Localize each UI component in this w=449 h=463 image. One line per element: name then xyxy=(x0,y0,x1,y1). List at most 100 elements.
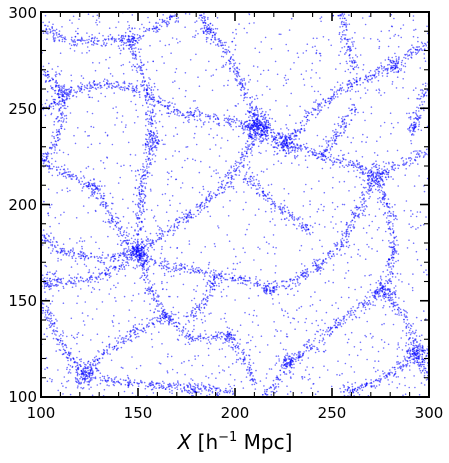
scatter-point xyxy=(246,155,249,158)
scatter-point xyxy=(55,166,58,168)
scatter-point xyxy=(391,206,394,208)
scatter-point xyxy=(316,270,319,272)
scatter-point xyxy=(84,370,87,372)
scatter-point xyxy=(410,52,413,55)
scatter-point xyxy=(139,96,141,98)
scatter-point xyxy=(58,173,61,175)
scatter-point xyxy=(181,216,184,219)
scatter-point xyxy=(373,162,375,165)
scatter-point xyxy=(362,170,364,173)
scatter-point xyxy=(88,90,90,92)
scatter-point xyxy=(314,262,317,264)
scatter-point xyxy=(393,169,396,172)
scatter-point xyxy=(121,34,123,37)
scatter-point xyxy=(88,81,91,83)
scatter-point xyxy=(423,44,425,47)
scatter-point xyxy=(197,383,199,385)
scatter-point xyxy=(285,287,288,290)
scatter-point xyxy=(297,129,299,131)
scatter-point xyxy=(370,386,373,388)
scatter-point xyxy=(170,110,173,113)
scatter-point xyxy=(123,342,126,345)
scatter-point xyxy=(364,295,367,298)
scatter-point xyxy=(339,319,341,321)
scatter-point xyxy=(369,176,372,178)
scatter-point xyxy=(296,275,299,277)
scatter-point xyxy=(54,103,57,106)
scatter-point xyxy=(367,171,370,173)
scatter-point xyxy=(147,99,149,102)
scatter-point xyxy=(234,69,236,71)
scatter-point xyxy=(139,329,141,332)
scatter-point xyxy=(154,139,157,142)
scatter-point xyxy=(239,157,242,159)
scatter-point xyxy=(285,142,288,144)
scatter-point xyxy=(127,246,130,248)
scatter-point xyxy=(196,206,199,208)
scatter-point xyxy=(118,235,120,238)
scatter-point xyxy=(376,185,379,188)
scatter-point xyxy=(103,352,105,354)
scatter-point xyxy=(248,129,250,132)
scatter-point xyxy=(119,232,122,235)
scatter-point xyxy=(390,293,392,296)
scatter-point xyxy=(77,364,79,366)
scatter-point xyxy=(143,261,145,263)
scatter-point xyxy=(397,253,400,255)
scatter-point xyxy=(372,172,375,175)
scatter-point xyxy=(407,58,410,60)
scatter-point xyxy=(356,169,359,172)
scatter-point xyxy=(391,56,394,59)
scatter-point xyxy=(274,141,276,143)
scatter-point xyxy=(69,368,71,371)
scatter-point xyxy=(394,368,396,371)
scatter-point xyxy=(294,156,296,158)
scatter-point xyxy=(367,75,370,78)
scatter-point xyxy=(116,349,118,351)
scatter-point xyxy=(361,389,364,392)
scatter-point xyxy=(417,355,420,357)
scatter-point xyxy=(191,330,194,333)
scatter-point xyxy=(303,115,306,118)
scatter-point xyxy=(170,225,173,227)
scatter-point xyxy=(285,367,287,370)
scatter-point xyxy=(93,182,96,184)
scatter-point xyxy=(421,356,423,358)
scatter-point xyxy=(145,252,148,254)
scatter-point xyxy=(344,322,347,324)
scatter-point xyxy=(196,119,199,122)
scatter-point xyxy=(251,100,253,103)
scatter-point xyxy=(333,242,336,245)
scatter-point xyxy=(340,87,343,90)
scatter-point xyxy=(74,91,76,93)
scatter-point xyxy=(175,266,177,269)
scatter-point xyxy=(257,113,259,116)
scatter-point xyxy=(166,225,169,227)
scatter-point xyxy=(322,338,325,341)
scatter-point xyxy=(310,343,313,346)
scatter-point xyxy=(164,240,167,242)
scatter-point xyxy=(154,317,156,319)
scatter-point xyxy=(301,355,303,358)
scatter-point xyxy=(206,199,209,201)
scatter-point xyxy=(67,92,69,95)
scatter-point xyxy=(380,185,382,188)
scatter-point xyxy=(219,176,221,179)
scatter-point xyxy=(426,349,429,351)
scatter-point xyxy=(363,205,365,208)
scatter-point xyxy=(408,347,411,349)
scatter-point xyxy=(357,207,360,210)
scatter-point xyxy=(167,263,170,265)
scatter-point xyxy=(120,86,122,88)
scatter-point xyxy=(224,48,226,51)
scatter-point xyxy=(190,268,192,271)
scatter-point xyxy=(255,129,258,131)
scatter-point xyxy=(229,60,232,63)
scatter-point xyxy=(300,271,302,274)
scatter-point xyxy=(409,163,412,165)
scatter-point xyxy=(278,360,281,362)
scatter-point xyxy=(255,134,258,137)
scatter-point xyxy=(421,350,423,353)
scatter-point xyxy=(231,177,233,180)
scatter-point xyxy=(90,195,92,197)
